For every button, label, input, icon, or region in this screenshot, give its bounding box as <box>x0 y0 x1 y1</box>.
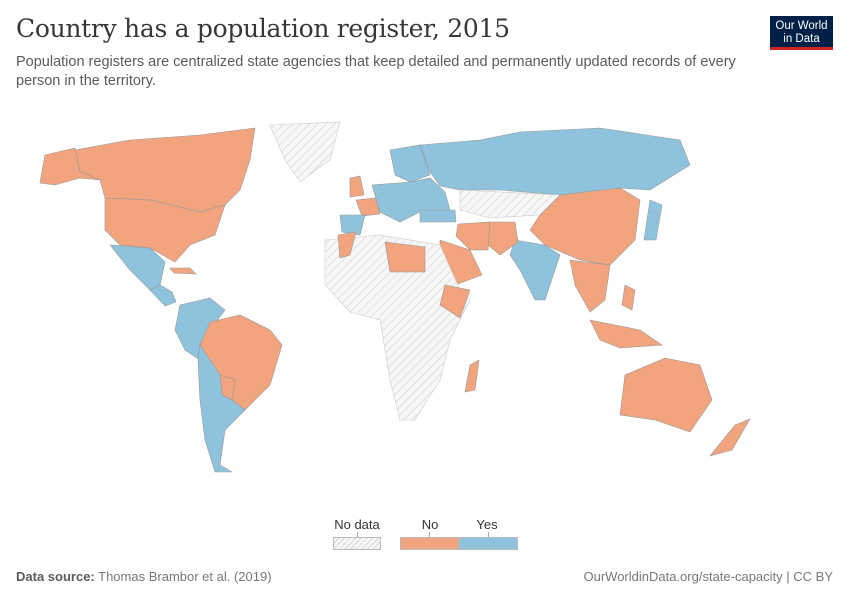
country-africa[interactable] <box>324 234 471 421</box>
country-china[interactable] <box>529 187 641 266</box>
country-russia[interactable] <box>419 127 691 196</box>
world-map <box>39 121 751 473</box>
country-australia[interactable] <box>619 357 713 433</box>
country-greenland[interactable] <box>269 121 341 183</box>
country-ethiopia[interactable] <box>439 284 471 319</box>
country-cuba[interactable] <box>169 267 197 275</box>
country-india[interactable] <box>509 239 561 301</box>
country-philippines[interactable] <box>621 284 636 311</box>
chart-title: Country has a population register, 2015 <box>16 14 510 43</box>
legend-tick <box>488 532 489 537</box>
country-central-america[interactable] <box>149 284 177 307</box>
legend-tick <box>429 532 430 537</box>
legend-label-no: No <box>421 517 439 532</box>
country-spain[interactable] <box>339 214 366 236</box>
footer-url[interactable]: OurWorldinData.org/state-capacity | CC B… <box>583 569 833 584</box>
country-iran[interactable] <box>455 221 491 251</box>
legend-tick <box>357 532 358 537</box>
country-central-asia[interactable] <box>459 189 561 219</box>
legend-swatch-yes[interactable] <box>459 537 518 550</box>
data-source-label: Data source: <box>16 569 95 584</box>
legend-label-yes: Yes <box>476 517 498 532</box>
country-alaska-usa-[interactable] <box>39 147 101 186</box>
legend-swatch-no-data[interactable] <box>333 537 381 550</box>
country-canada[interactable] <box>74 127 256 213</box>
legend: No data No Yes <box>0 515 850 555</box>
country-scandinavia[interactable] <box>389 144 431 183</box>
country-morocco[interactable] <box>337 231 357 259</box>
country-france[interactable] <box>355 197 381 217</box>
data-source-text[interactable]: Thomas Brambor et al. (2019) <box>98 569 272 584</box>
country-indonesia[interactable] <box>589 319 663 349</box>
country-libya-egypt[interactable] <box>384 241 426 273</box>
country-new-zealand[interactable] <box>709 418 751 457</box>
legend-swatch-no[interactable] <box>400 537 459 550</box>
country-japan[interactable] <box>643 199 663 241</box>
chart-subtitle: Population registers are centralized sta… <box>16 54 736 89</box>
country-turkey[interactable] <box>419 209 457 223</box>
country-southeast-asia[interactable] <box>569 259 611 313</box>
country-argentina-chile-bolivia[interactable] <box>197 344 246 473</box>
owid-logo[interactable]: Our World in Data <box>770 16 833 50</box>
legend-label-no-data: No data <box>334 517 380 532</box>
country-madagascar[interactable] <box>464 359 480 393</box>
data-source: Data source: Thomas Brambor et al. (2019… <box>16 569 272 584</box>
country-united-states[interactable] <box>104 197 226 263</box>
country-united-kingdom[interactable] <box>349 175 365 198</box>
